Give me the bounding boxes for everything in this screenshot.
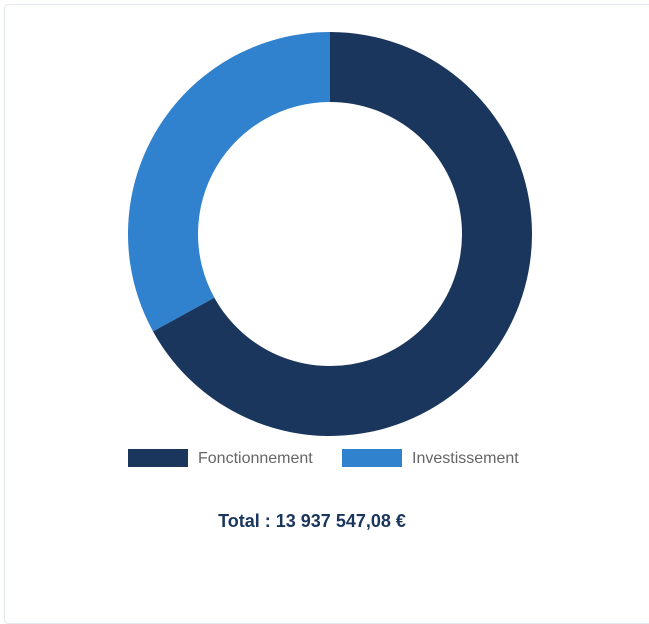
legend-swatch <box>128 449 188 467</box>
legend-label: Fonctionnement <box>198 450 313 467</box>
legend-swatch <box>342 449 402 467</box>
donut-segment <box>128 32 330 332</box>
total: Total : 13 937 547,08 € <box>218 511 406 531</box>
legend-label: Investissement <box>412 450 519 467</box>
chart: Total : 13 937 547,08 € Fonctionnement In… <box>128 32 532 531</box>
donut-segment <box>152 32 532 436</box>
page: Total : 13 937 547,08 € Fonctionnement In… <box>4 4 649 624</box>
